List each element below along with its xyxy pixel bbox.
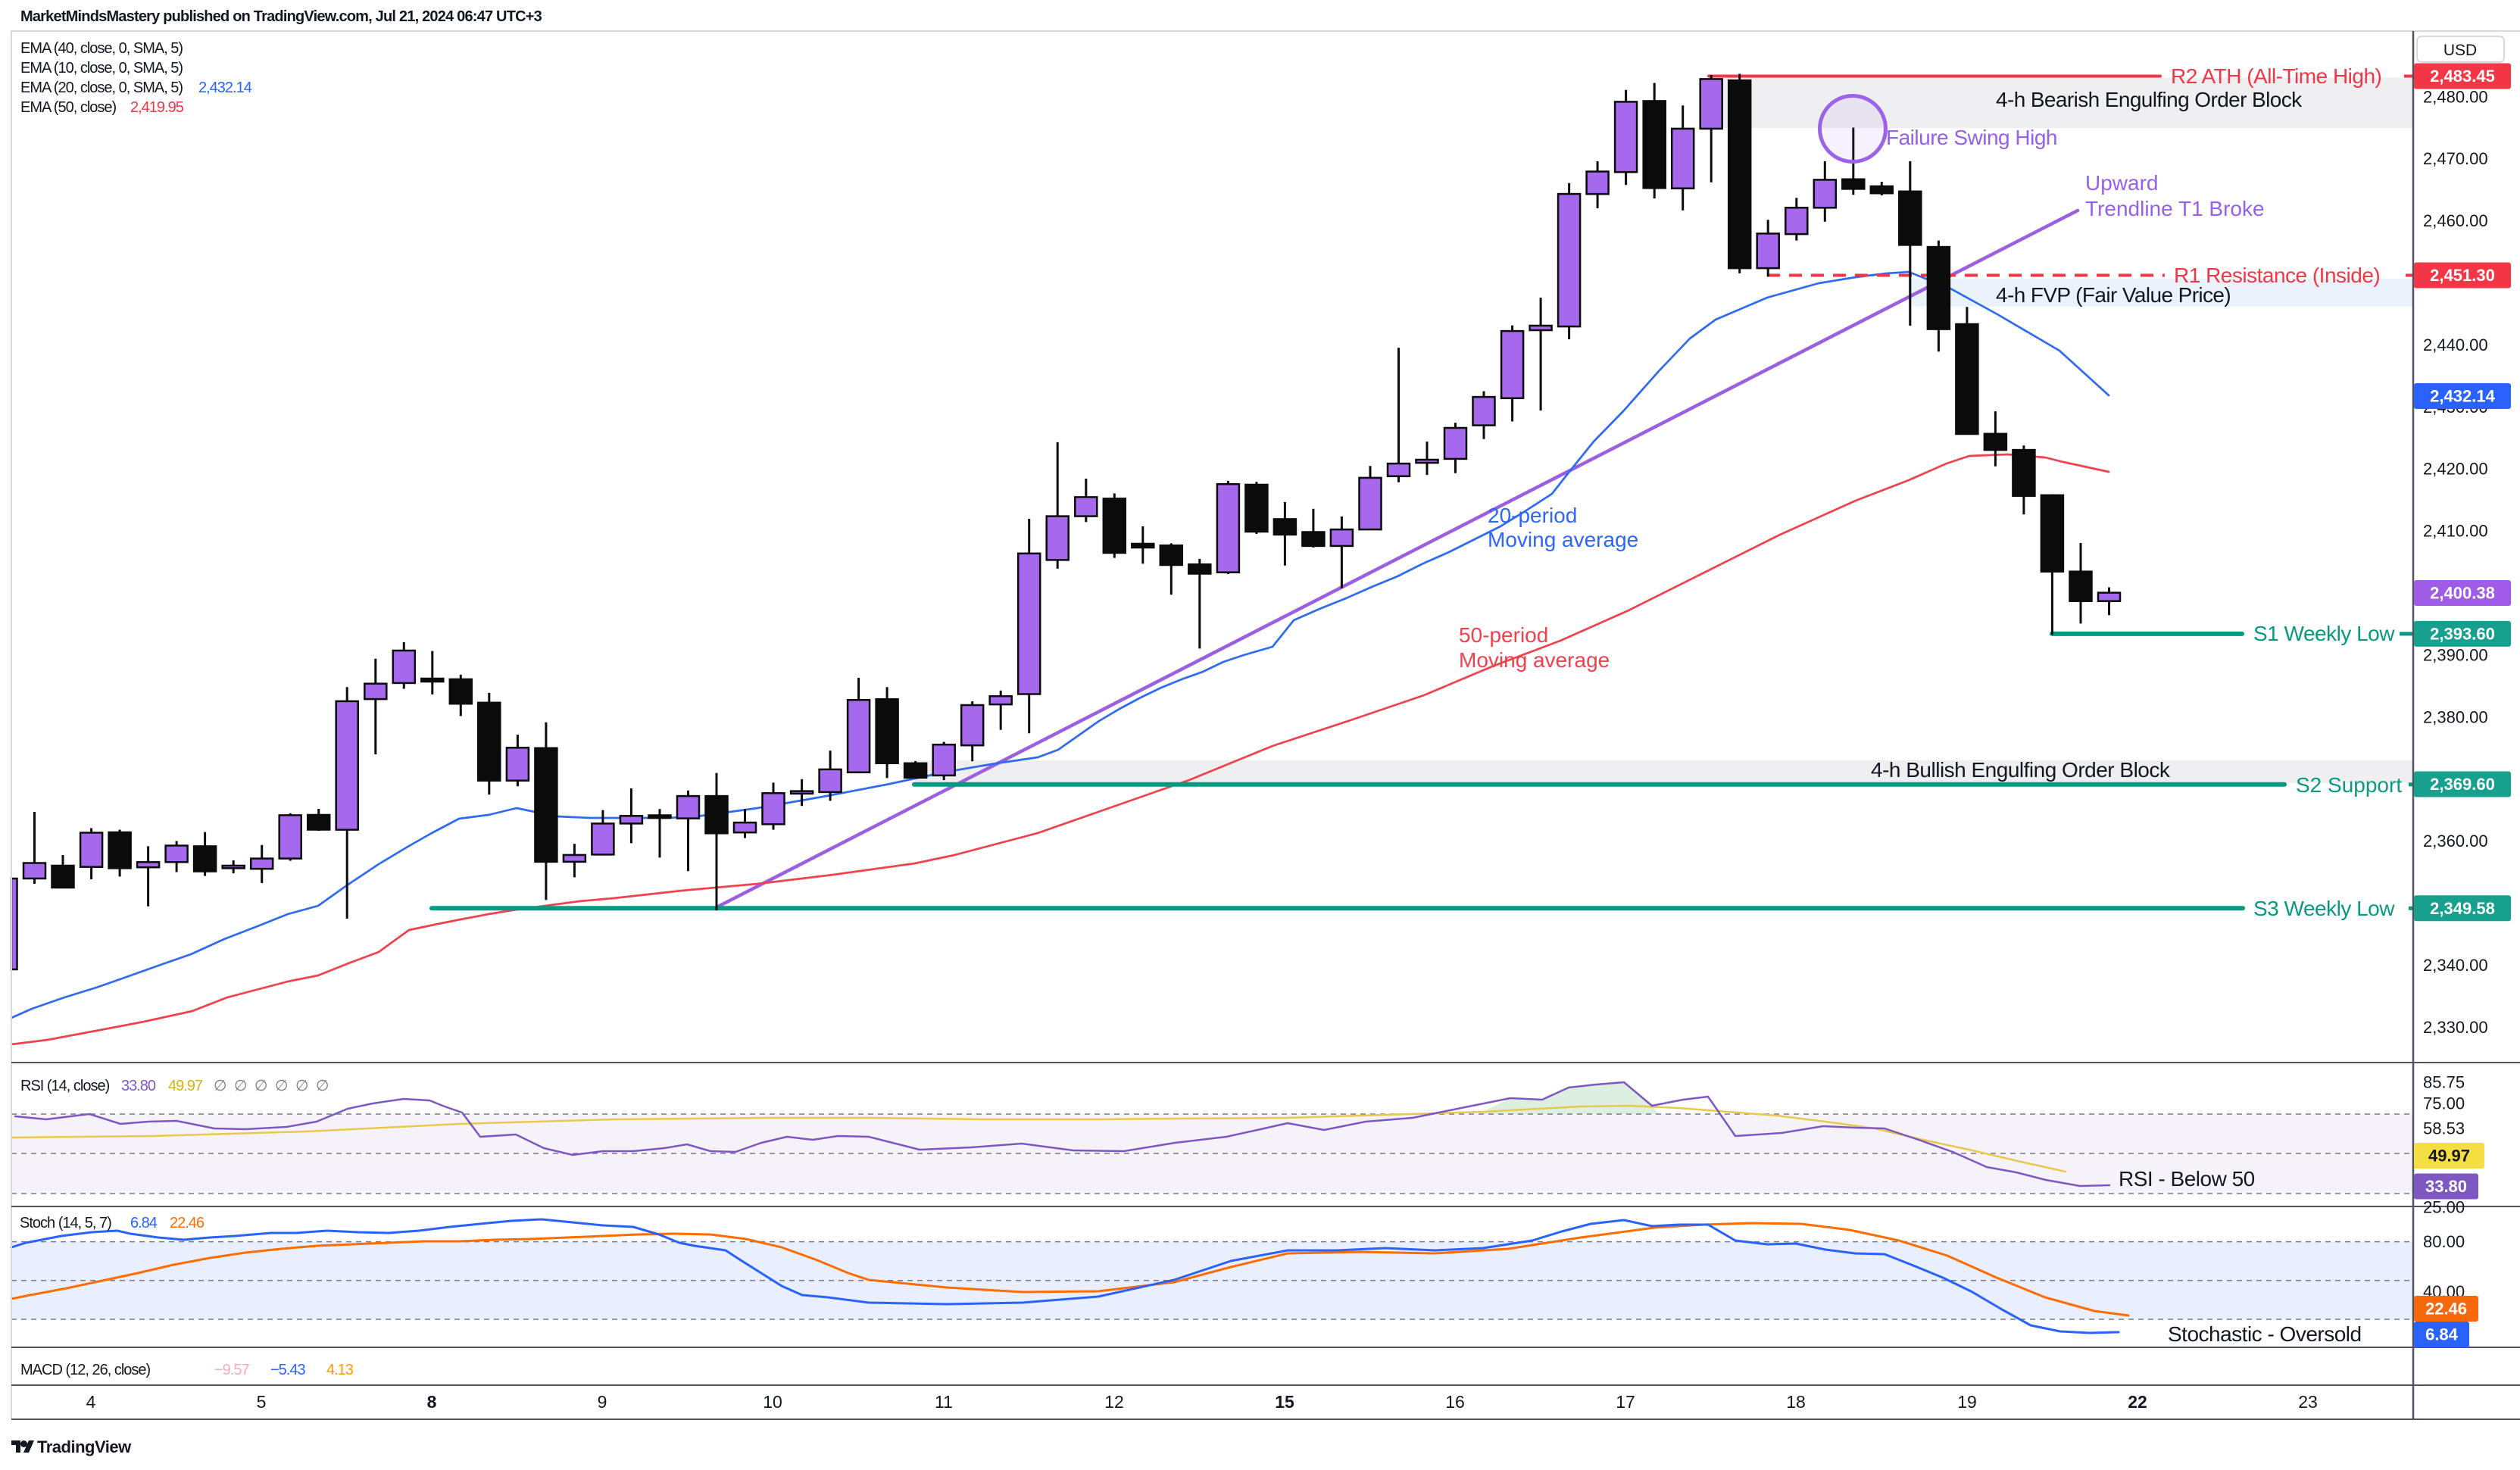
svg-text:19: 19	[1957, 1392, 1977, 1412]
svg-text:4-h Bearish Engulfing Order Bl: 4-h Bearish Engulfing Order Block	[1996, 88, 2303, 111]
svg-text:8: 8	[427, 1392, 437, 1412]
svg-text:50-period: 50-period	[1459, 623, 1548, 647]
svg-text:2,480.00: 2,480.00	[2423, 87, 2488, 106]
svg-text:∅: ∅	[295, 1078, 308, 1094]
svg-text:5: 5	[257, 1392, 267, 1412]
svg-text:Stoch (14, 5, 7): Stoch (14, 5, 7)	[20, 1215, 111, 1231]
svg-text:80.00: 80.00	[2423, 1232, 2465, 1251]
svg-text:Trendline T1 Broke: Trendline T1 Broke	[2085, 197, 2265, 220]
svg-text:∅: ∅	[234, 1078, 247, 1094]
svg-text:49.97: 49.97	[2428, 1147, 2470, 1166]
svg-text:20-period: 20-period	[1488, 504, 1577, 527]
svg-text:∅: ∅	[275, 1078, 288, 1094]
svg-text:RSI - Below 50: RSI - Below 50	[2119, 1167, 2255, 1191]
svg-text:EMA (40, close, 0, SMA, 5): EMA (40, close, 0, SMA, 5)	[20, 40, 183, 57]
svg-text:2,349.58: 2,349.58	[2430, 899, 2495, 918]
svg-text:6.84: 6.84	[2425, 1325, 2459, 1344]
svg-text:S2 Support: S2 Support	[2296, 773, 2402, 797]
svg-text:33.80: 33.80	[121, 1078, 156, 1094]
svg-text:2,419.95: 2,419.95	[130, 99, 184, 116]
svg-text:6.84: 6.84	[130, 1215, 158, 1231]
svg-text:S3 Weekly Low: S3 Weekly Low	[2253, 897, 2395, 920]
svg-text:12: 12	[1104, 1392, 1124, 1412]
svg-text:2,451.30: 2,451.30	[2430, 266, 2495, 285]
svg-text:2,340.00: 2,340.00	[2423, 956, 2488, 975]
svg-text:75.00: 75.00	[2423, 1094, 2465, 1113]
svg-text:Moving average: Moving average	[1488, 528, 1638, 551]
svg-text:49.97: 49.97	[168, 1078, 203, 1094]
svg-text:4.13: 4.13	[326, 1362, 354, 1378]
svg-text:−9.57: −9.57	[214, 1362, 249, 1378]
svg-text:Failure Swing High: Failure Swing High	[1886, 126, 2057, 149]
svg-text:2,440.00: 2,440.00	[2423, 336, 2488, 354]
svg-text:4: 4	[86, 1392, 96, 1412]
svg-text:2,483.45: 2,483.45	[2430, 67, 2495, 86]
svg-text:R1 Resistance (Inside): R1 Resistance (Inside)	[2174, 264, 2380, 287]
svg-text:22.46: 22.46	[2425, 1300, 2467, 1319]
svg-text:2,432.14: 2,432.14	[198, 80, 252, 96]
svg-text:22.46: 22.46	[170, 1215, 205, 1231]
svg-text:EMA (10, close, 0, SMA, 5): EMA (10, close, 0, SMA, 5)	[20, 60, 183, 76]
svg-text:Stochastic - Oversold: Stochastic - Oversold	[2168, 1322, 2362, 1346]
svg-text:TradingView: TradingView	[37, 1437, 132, 1456]
svg-text:R2 ATH (All-Time High): R2 ATH (All-Time High)	[2171, 64, 2381, 88]
svg-text:58.53: 58.53	[2423, 1119, 2465, 1138]
svg-text:2,410.00: 2,410.00	[2423, 522, 2488, 541]
svg-text:2,390.00: 2,390.00	[2423, 645, 2488, 664]
svg-text:∅: ∅	[316, 1078, 329, 1094]
svg-text:RSI (14, close): RSI (14, close)	[20, 1078, 110, 1094]
svg-text:85.75: 85.75	[2423, 1073, 2465, 1092]
svg-text:4-h FVP (Fair Value Price): 4-h FVP (Fair Value Price)	[1996, 283, 2231, 307]
svg-text:EMA (50, close): EMA (50, close)	[20, 99, 117, 116]
svg-text:11: 11	[935, 1392, 953, 1412]
svg-text:4-h Bullish Engulfing Order Bl: 4-h Bullish Engulfing Order Block	[1871, 758, 2171, 782]
svg-text:2,432.14: 2,432.14	[2430, 387, 2495, 406]
svg-text:MarketMindsMastery published o: MarketMindsMastery published on TradingV…	[20, 8, 542, 25]
svg-text:18: 18	[1786, 1392, 1806, 1412]
svg-text:22: 22	[2128, 1392, 2147, 1412]
svg-text:9: 9	[598, 1392, 607, 1412]
svg-text:2,400.38: 2,400.38	[2430, 584, 2495, 603]
svg-text:2,393.60: 2,393.60	[2430, 624, 2495, 643]
svg-text:MACD (12, 26, close): MACD (12, 26, close)	[20, 1362, 151, 1378]
svg-text:EMA (20, close, 0, SMA, 5): EMA (20, close, 0, SMA, 5)	[20, 80, 183, 96]
svg-text:15: 15	[1275, 1392, 1294, 1412]
svg-text:∅: ∅	[254, 1078, 267, 1094]
svg-text:2,330.00: 2,330.00	[2423, 1018, 2488, 1037]
svg-text:16: 16	[1445, 1392, 1465, 1412]
svg-text:10: 10	[763, 1392, 782, 1412]
svg-text:2,420.00: 2,420.00	[2423, 460, 2488, 479]
svg-text:S1 Weekly Low: S1 Weekly Low	[2253, 622, 2395, 645]
svg-text:17: 17	[1616, 1392, 1635, 1412]
svg-text:33.80: 33.80	[2425, 1177, 2467, 1196]
svg-text:2,380.00: 2,380.00	[2423, 707, 2488, 726]
svg-text:Upward: Upward	[2085, 171, 2158, 195]
svg-text:2,369.60: 2,369.60	[2430, 775, 2495, 794]
svg-text:25.00: 25.00	[2423, 1198, 2465, 1217]
svg-text:2,470.00: 2,470.00	[2423, 149, 2488, 168]
svg-text:Moving average: Moving average	[1459, 648, 1610, 672]
svg-text:−5.43: −5.43	[270, 1362, 305, 1378]
svg-text:2,460.00: 2,460.00	[2423, 211, 2488, 230]
svg-text:2,360.00: 2,360.00	[2423, 832, 2488, 850]
svg-text:23: 23	[2298, 1392, 2318, 1412]
svg-text:∅: ∅	[214, 1078, 226, 1094]
svg-text:USD: USD	[2443, 42, 2477, 59]
